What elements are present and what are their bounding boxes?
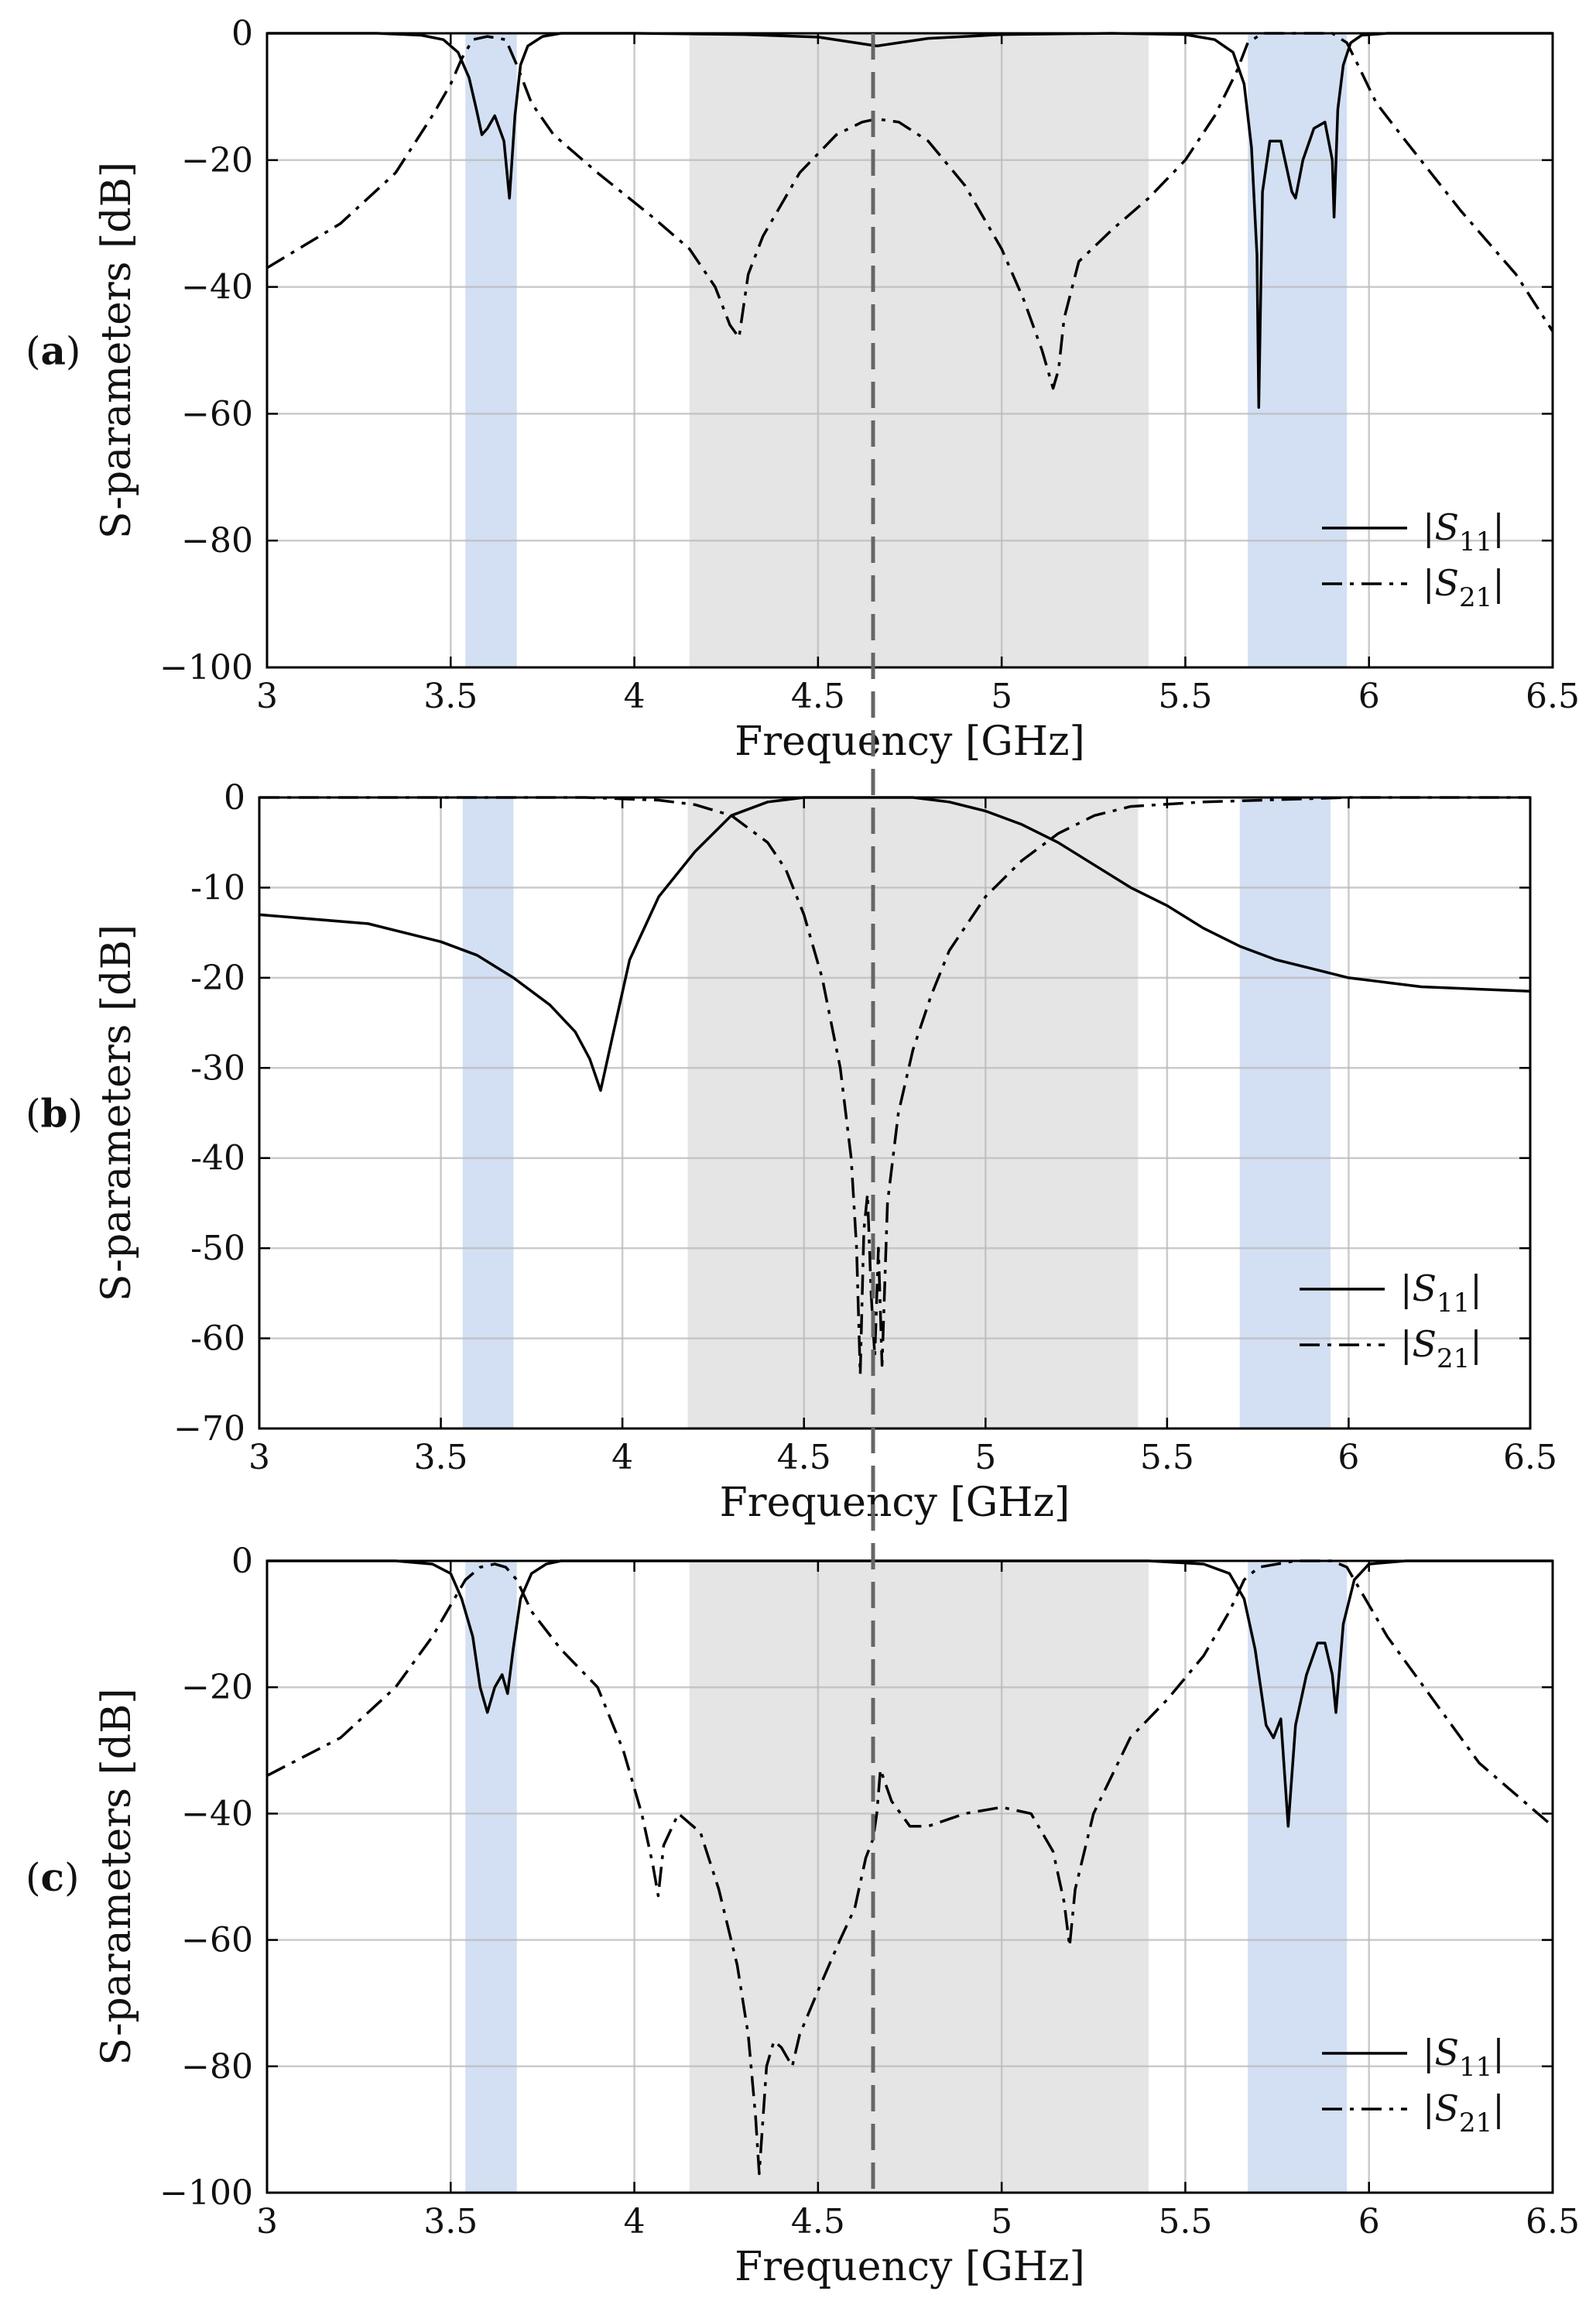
y-tick-label: -20: [190, 959, 245, 998]
x-tick-label: 4: [624, 677, 646, 716]
notch-band: [1248, 33, 1348, 667]
x-tick-label: 3.5: [423, 2202, 478, 2241]
x-tick-label: 6: [1358, 677, 1380, 716]
y-tick-label: 0: [231, 1542, 253, 1581]
y-tick-label: −70: [173, 1409, 245, 1449]
x-tick-label: 6.5: [1526, 2202, 1580, 2241]
x-tick-label: 3.5: [423, 677, 478, 716]
notch-band: [465, 33, 517, 667]
x-tick-label: 6: [1358, 2202, 1380, 2241]
passband-region: [689, 33, 1149, 667]
notch-band: [1239, 797, 1331, 1428]
x-tick-label: 4.5: [777, 1438, 831, 1477]
x-tick-label: 5.5: [1158, 677, 1212, 716]
y-tick-label: −20: [181, 141, 253, 180]
x-tick-label: 5.5: [1140, 1438, 1194, 1477]
y-tick-label: −100: [159, 2173, 253, 2213]
panel-label: (c): [26, 1854, 79, 1900]
y-tick-label: -40: [190, 1139, 245, 1178]
y-axis-title: S-parameters [dB]: [94, 924, 140, 1302]
x-tick-label: 3: [248, 1438, 270, 1477]
y-tick-label: −20: [181, 1668, 253, 1707]
y-tick-label: −40: [181, 268, 253, 307]
x-tick-label: 4: [611, 1438, 633, 1477]
x-tick-label: 4.5: [791, 677, 845, 716]
notch-band: [465, 1561, 517, 2193]
panel-a: 3 3.5 4 4.5 5 5.5 6 6.5 0 −20 −40 −60 −80 −100 Frequen…: [26, 14, 1580, 765]
axes-frame: [265, 32, 1554, 669]
x-tick-label: 6.5: [1503, 1438, 1557, 1477]
x-axis-title: Frequency [GHz]: [735, 2244, 1085, 2290]
x-tick-label: 4: [624, 2202, 646, 2241]
x-axis-title: Frequency [GHz]: [735, 719, 1085, 765]
passband-region: [689, 1561, 1149, 2193]
notch-band: [462, 797, 514, 1428]
x-tick-label: 3: [256, 2202, 278, 2241]
y-tick-label: 0: [231, 14, 253, 53]
y-tick-label: −40: [181, 1794, 253, 1833]
y-tick-label: -60: [190, 1319, 245, 1359]
x-tick-label: 5: [974, 1438, 996, 1477]
panel-label: (b): [26, 1091, 83, 1137]
y-tick-label: -30: [190, 1048, 245, 1088]
y-tick-label: −80: [181, 521, 253, 561]
x-tick-label: 5.5: [1158, 2202, 1212, 2241]
x-tick-label: 5: [991, 677, 1012, 716]
s21-line: [266, 1559, 1554, 2176]
axes-frame: [258, 796, 1532, 1430]
panel-label: (a): [26, 328, 80, 374]
passband-region: [687, 797, 1139, 1428]
y-tick-label: −80: [181, 2047, 253, 2087]
x-tick-label: 5: [991, 2202, 1012, 2241]
y-tick-label: 0: [224, 778, 245, 818]
y-axis-title: S-parameters [dB]: [94, 162, 140, 539]
x-tick-label: 6.5: [1526, 677, 1580, 716]
y-tick-label: -10: [190, 868, 245, 907]
y-tick-label: −100: [159, 648, 253, 688]
y-tick-label: −60: [181, 394, 253, 434]
x-tick-label: 3.5: [414, 1438, 468, 1477]
panel-c: 3 3.5 4 4.5 5 5.5 6 6.5 0 −20 −40 −60 −80 −100 Frequen…: [26, 1542, 1580, 2290]
y-axis-title: S-parameters [dB]: [94, 1688, 140, 2065]
x-tick-label: 3: [256, 677, 278, 716]
x-tick-label: 6: [1337, 1438, 1359, 1477]
axes-frame: [265, 1559, 1554, 2194]
panel-b: 3 3.5 4 4.5 5 5.5 6 6.5 0 -10 -20 -30 -40 -50 -60 −70 Fr…: [26, 778, 1557, 1526]
y-tick-label: −60: [181, 1921, 253, 1960]
y-tick-label: -50: [190, 1229, 245, 1268]
x-tick-label: 4.5: [791, 2202, 845, 2241]
x-axis-title: Frequency [GHz]: [720, 1480, 1070, 1526]
notch-band: [1248, 1561, 1348, 2193]
